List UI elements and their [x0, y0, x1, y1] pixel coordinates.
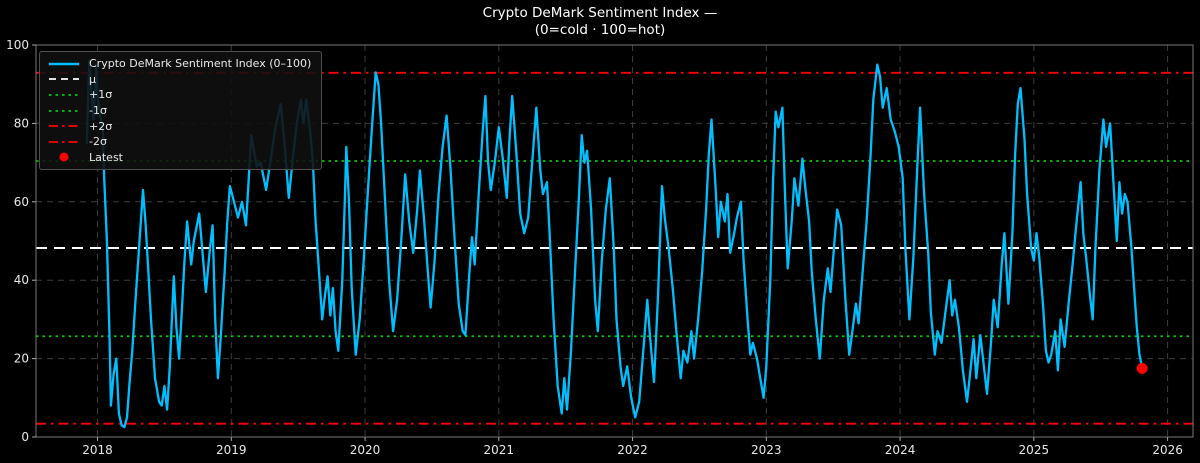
legend-item-4: +2σ: [48, 119, 311, 133]
legend-label: Crypto DeMark Sentiment Index (0–100): [89, 57, 312, 71]
x-tick-label: 2026: [1152, 443, 1183, 457]
y-tick-label: 60: [14, 195, 29, 209]
legend-line-icon: [49, 78, 79, 81]
y-tick-label: 100: [6, 38, 29, 52]
legend: Crypto DeMark Sentiment Index (0–100) μ +1…: [39, 51, 323, 171]
x-tick-label: 2020: [350, 443, 381, 457]
x-tick-label: 2024: [885, 443, 916, 457]
legend-item-1: μ: [48, 73, 311, 87]
legend-item-2: +1σ: [48, 88, 311, 102]
x-tick-label: 2018: [82, 443, 113, 457]
x-tick-label: 2023: [751, 443, 782, 457]
latest-marker: [1136, 362, 1148, 374]
legend-line-icon: [49, 140, 79, 143]
y-tick-label: 0: [21, 430, 29, 444]
legend-label: +1σ: [89, 88, 113, 102]
x-tick-label: 2019: [216, 443, 247, 457]
legend-item-3: -1σ: [48, 104, 311, 118]
legend-line-icon: [49, 109, 79, 112]
chart-title: Crypto DeMark Sentiment Index —: [482, 5, 718, 21]
legend-item-6: Latest: [48, 151, 311, 165]
legend-line-icon: [49, 94, 79, 96]
sentiment-series-line: [85, 59, 1144, 429]
y-tick-label: 20: [14, 352, 29, 366]
legend-line-icon: [49, 125, 79, 128]
legend-marker-icon: [59, 152, 69, 162]
chart-subtitle: (0=cold · 100=hot): [534, 21, 666, 38]
x-tick-label: 2022: [617, 443, 648, 457]
legend-item-5: -2σ: [48, 135, 311, 149]
x-tick-label: 2021: [484, 443, 515, 457]
legend-item-0: Crypto DeMark Sentiment Index (0–100): [48, 57, 311, 71]
legend-label: -1σ: [89, 104, 107, 118]
legend-label: -2σ: [89, 135, 107, 149]
legend-label: +2σ: [89, 119, 113, 133]
y-tick-label: 40: [14, 273, 29, 287]
title-block: Crypto DeMark Sentiment Index — (0=cold …: [0, 5, 1200, 39]
plot-spine: [35, 44, 1194, 438]
x-tick-label: 2025: [1019, 443, 1050, 457]
legend-line-icon: [49, 62, 79, 66]
y-tick-label: 80: [14, 116, 29, 130]
legend-label: Latest: [89, 150, 123, 164]
legend-label: μ: [89, 72, 96, 86]
